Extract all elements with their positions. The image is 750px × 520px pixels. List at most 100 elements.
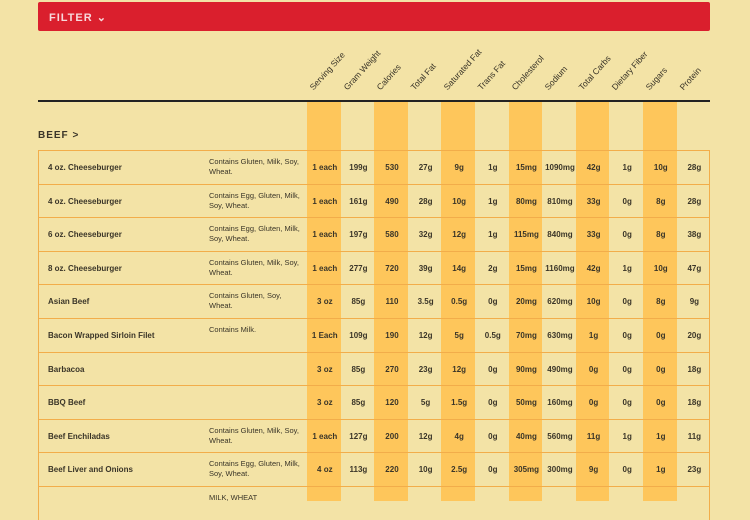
cell-value: 8g <box>656 230 666 240</box>
cell-value: 120 <box>385 398 399 408</box>
cell-value: 1 Each <box>311 330 338 340</box>
column-header-label: Calories <box>374 62 404 92</box>
table-row: MILK, WHEAT <box>39 485 709 520</box>
cell-value: 0.5g <box>451 297 468 307</box>
cell-value: 0g <box>588 364 599 374</box>
cell-value: 490mg <box>547 364 573 374</box>
cell-value: 199g <box>349 163 368 172</box>
cell-value: 0g <box>488 465 498 475</box>
cell-value: 1.5g <box>451 398 468 408</box>
cell-value: 1160mg <box>545 263 575 273</box>
category-beef[interactable]: BEEF > <box>38 130 80 141</box>
cell-value: 28g <box>687 196 702 206</box>
cell-value: 20mg <box>515 297 537 307</box>
table-row: Barbacoa 3 oz 85g 270 23g 12g 0g 90mg 490mg 0g 0g 0… <box>39 351 709 386</box>
cell-value: 560mg <box>547 431 573 441</box>
allergens: Contains Gluten, Milk, Soy, Wheat. <box>209 257 299 277</box>
cell-value: 0g <box>588 398 599 408</box>
cell-value: 161g <box>349 196 368 206</box>
allergens: Contains Egg, Gluten, Milk, Soy, Wheat. <box>209 459 300 479</box>
cell-value: 3 oz <box>317 364 333 374</box>
cell-value: 15mg <box>515 263 537 273</box>
cell-value: 39g <box>418 263 433 273</box>
cell-value: 10g <box>586 297 601 307</box>
cell-value: 113g <box>349 465 368 475</box>
cell-value: 3 oz <box>317 398 333 408</box>
table-row: BBQ Beef 3 oz 85g 120 5g 1.5g 0g 50mg 160mg 0g 0g 0… <box>39 385 709 419</box>
cell-value: 490 <box>385 196 399 206</box>
cell-value: 305mg <box>513 465 540 475</box>
allergens: Contains Gluten, Milk, Soy, Wheat. <box>209 157 299 176</box>
cell-value: 0g <box>622 330 632 340</box>
highlight-column <box>441 101 475 501</box>
cell-value: 12g <box>452 230 467 240</box>
cell-value: 630mg <box>547 330 573 340</box>
column-header: Serving Size <box>307 40 347 100</box>
cell-value: 0g <box>488 297 498 307</box>
cell-value: 27g <box>418 163 433 172</box>
cell-value: 14g <box>452 263 467 273</box>
column-header: Protein <box>677 40 711 100</box>
table-row: Beef Enchiladas Contains Gluten, Milk, So… <box>39 418 709 453</box>
cell-value: 10g <box>452 196 467 206</box>
cell-value: 1g <box>656 431 666 441</box>
cell-value: 23g <box>687 465 702 475</box>
cell-value: 190 <box>385 330 399 340</box>
highlight-column <box>643 101 677 501</box>
cell-value: 0g <box>656 364 666 374</box>
cell-value: 115mg <box>513 230 539 240</box>
cell-value: 10g <box>418 465 433 475</box>
column-header: Sodium <box>542 40 576 100</box>
column-header: Dietary Fiber <box>609 40 650 100</box>
table-row: Bacon Wrapped Sirloin Filet Contains Milk… <box>39 317 709 352</box>
table-row: Asian Beef Contains Gluten, Soy, Wheat. 3 … <box>39 284 709 318</box>
item-name: Beef Enchiladas <box>48 431 110 441</box>
cell-value: 20g <box>687 330 702 340</box>
cell-value: 10g <box>653 163 668 172</box>
cell-value: 0g <box>488 364 498 374</box>
cell-value: 1g <box>656 465 666 475</box>
column-header: Calories <box>374 40 408 100</box>
cell-value: 1g <box>622 163 632 172</box>
cell-value: 0g <box>488 398 498 408</box>
allergens: MILK, WHEAT <box>209 492 258 502</box>
cell-value: 200 <box>385 431 399 441</box>
filter-button[interactable]: FILTER ⌄ <box>38 2 710 31</box>
cell-value: 0g <box>622 230 632 240</box>
table-row: 4 oz. Cheeseburger Contains Gluten, Milk,… <box>39 150 709 184</box>
cell-value: 0g <box>656 330 666 340</box>
column-header: Total Fat <box>408 40 442 100</box>
cell-value: 0g <box>488 431 498 441</box>
column-header: Sugars <box>643 40 677 100</box>
cell-value: 580 <box>385 230 399 240</box>
cell-value: 42g <box>586 263 601 273</box>
cell-value: 8g <box>656 297 666 307</box>
cell-value: 38g <box>687 230 702 240</box>
cell-value: 12g <box>452 364 467 374</box>
cell-value: 109g <box>349 330 368 340</box>
item-name: Beef Liver and Onions <box>48 465 133 475</box>
cell-value: 9g <box>454 163 464 172</box>
cell-value: 85g <box>351 364 366 374</box>
cell-value: 1 each <box>312 431 338 441</box>
column-header: Trans Fat <box>475 40 509 100</box>
table-row: 8 oz. Cheeseburger Contains Gluten, Milk,… <box>39 250 709 285</box>
cell-value: 0g <box>622 297 632 307</box>
cell-value: 270 <box>385 364 399 374</box>
cell-value: 85g <box>351 297 366 307</box>
column-header-label: Total Fat <box>408 61 438 92</box>
item-name: 8 oz. Cheeseburger <box>48 263 122 273</box>
header-divider <box>38 100 710 102</box>
cell-value: 2g <box>488 263 498 273</box>
table-row: 4 oz. Cheeseburger Contains Egg, Gluten, … <box>39 183 709 218</box>
column-header-label: Sugars <box>643 65 670 92</box>
allergens: Contains Milk. <box>209 324 257 334</box>
cell-value: 9g <box>588 465 599 475</box>
cell-value: 300mg <box>547 465 573 475</box>
cell-value: 0g <box>622 364 632 374</box>
highlight-column <box>508 101 543 501</box>
column-header: Gram Weight <box>341 40 382 100</box>
cell-value: 33g <box>586 196 601 206</box>
cell-value: 32g <box>418 230 433 240</box>
table-row: 6 oz. Cheeseburger Contains Egg, Gluten, … <box>39 217 709 251</box>
